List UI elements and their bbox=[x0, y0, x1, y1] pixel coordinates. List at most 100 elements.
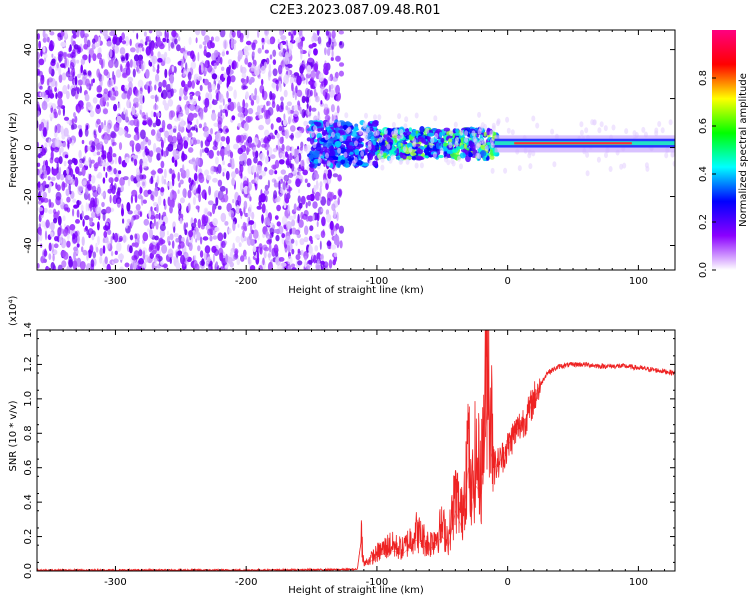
snr-xlabel: Height of straight line (km) bbox=[288, 585, 424, 596]
spectrogram-cell bbox=[73, 112, 76, 118]
spectrogram-cell bbox=[338, 41, 345, 49]
spectrogram-cell bbox=[37, 181, 41, 189]
spectrogram-cell bbox=[163, 198, 166, 207]
spectrogram-cell bbox=[218, 80, 223, 85]
spectrogram-cell bbox=[50, 262, 55, 270]
spectrogram-cell bbox=[49, 89, 53, 95]
spectrogram-cell bbox=[173, 150, 180, 160]
spectrogram-cell bbox=[212, 230, 216, 235]
spectrogram-cell bbox=[112, 36, 117, 45]
spectrogram-cell bbox=[73, 204, 79, 209]
spectrogram-cell bbox=[597, 127, 602, 134]
spectrogram-cell bbox=[340, 159, 346, 165]
spectrogram-cell bbox=[58, 109, 61, 116]
spectrogram-cell bbox=[133, 112, 139, 117]
spectrogram-cell bbox=[150, 244, 157, 250]
spectrogram-cell bbox=[131, 105, 136, 116]
spectrogram-cell bbox=[324, 134, 329, 141]
spectrogram-cell bbox=[37, 234, 40, 243]
spectrogram-cell bbox=[448, 138, 453, 143]
spectrogram-cell bbox=[148, 80, 152, 85]
spectrogram-cell bbox=[293, 203, 297, 212]
y-tick-label: 0.4 bbox=[23, 494, 34, 510]
spectrogram-cell bbox=[206, 175, 212, 181]
spectrogram-cell bbox=[86, 101, 91, 108]
spectrogram-cell bbox=[131, 255, 137, 261]
spectrogram-cell bbox=[220, 266, 223, 270]
spectrogram-cell bbox=[188, 177, 192, 184]
spectrogram-cell bbox=[104, 256, 108, 265]
spectrogram-cell bbox=[63, 116, 70, 121]
spectrogram-cell bbox=[94, 42, 100, 48]
spectrogram-cell bbox=[83, 43, 88, 50]
spectrogram-cell bbox=[155, 73, 160, 82]
spectrogram-cell bbox=[39, 146, 42, 153]
spectrogram-cell bbox=[306, 265, 310, 270]
spectrogram-cell bbox=[624, 128, 629, 135]
spectrogram-cell bbox=[307, 200, 311, 207]
spectrogram-cell bbox=[106, 240, 111, 250]
spectrogram-cell bbox=[171, 66, 175, 73]
spectrogram-cell bbox=[496, 118, 501, 125]
spectrogram-cell bbox=[247, 61, 253, 68]
spectrogram-cell bbox=[191, 157, 196, 162]
spectrogram-cell bbox=[103, 230, 108, 238]
spectrogram-cell bbox=[101, 145, 105, 154]
spectrogram-cell bbox=[486, 142, 491, 146]
spectrogram-cell bbox=[113, 45, 119, 54]
spectrogram-cell bbox=[55, 182, 58, 190]
spectrogram-cell bbox=[227, 59, 233, 66]
spectrogram-cell bbox=[40, 198, 44, 203]
y-tick-label: 1.0 bbox=[23, 391, 34, 407]
spectrogram-cell bbox=[297, 260, 303, 266]
spectrogram-cell bbox=[333, 194, 337, 200]
spectrogram-cell bbox=[154, 94, 158, 103]
spectrogram-cell bbox=[266, 239, 272, 245]
spectrogram-cell bbox=[43, 169, 48, 179]
spectrogram-cell bbox=[277, 138, 280, 148]
spectrogram-cell bbox=[287, 69, 290, 79]
spectrogram-cell bbox=[167, 248, 174, 258]
spectrogram-cell bbox=[162, 79, 167, 88]
spectrogram-cell bbox=[177, 36, 181, 42]
spectrogram-cell bbox=[152, 122, 157, 128]
spectrogram-cell bbox=[276, 83, 279, 92]
spectrogram-cell bbox=[137, 90, 143, 101]
spectrogram-cell bbox=[247, 164, 253, 175]
spectrogram-cell bbox=[552, 161, 557, 168]
spectrogram-cell bbox=[91, 141, 96, 151]
spectrogram-cell bbox=[48, 138, 51, 148]
spectrogram-cell bbox=[141, 47, 145, 52]
spectrogram-cell bbox=[265, 209, 268, 218]
spectrogram-cell bbox=[126, 99, 131, 109]
spectrogram-cell bbox=[314, 81, 318, 88]
spectrogram-cell bbox=[106, 263, 111, 270]
spectrogram-cell bbox=[181, 80, 186, 88]
spectrogram-cell bbox=[51, 53, 54, 58]
spectrogram-cell bbox=[377, 153, 382, 160]
spectrogram-cell bbox=[579, 121, 584, 128]
spectrogram-cell bbox=[278, 105, 284, 113]
spectrogram-cell bbox=[102, 238, 105, 244]
spectrogram-cell bbox=[288, 162, 293, 167]
spectrogram-cell bbox=[187, 51, 192, 56]
spectrogram-cell bbox=[43, 164, 47, 172]
spectrogram-cell bbox=[149, 150, 153, 157]
spectrogram-cell bbox=[664, 152, 669, 159]
spectrogram-cell bbox=[118, 142, 123, 151]
spectrogram-cell bbox=[169, 233, 174, 241]
spectrogram-cell bbox=[103, 69, 109, 76]
spectrogram-cell bbox=[288, 172, 294, 178]
spectrogram-cell bbox=[159, 229, 165, 239]
spectrogram-cell bbox=[603, 125, 608, 132]
spectrogram-cell bbox=[177, 171, 180, 182]
spectrogram-cell bbox=[247, 107, 254, 115]
spectrogram-cell bbox=[203, 45, 207, 51]
spectrogram-cell bbox=[380, 164, 385, 171]
spectrogram-cell bbox=[110, 130, 116, 139]
spectrogram-cell bbox=[273, 229, 278, 234]
spectrogram-cell bbox=[60, 41, 67, 47]
spectrogram-cell bbox=[330, 104, 335, 113]
spectrogram-cell bbox=[141, 161, 148, 168]
spectrogram-cell bbox=[168, 181, 174, 190]
